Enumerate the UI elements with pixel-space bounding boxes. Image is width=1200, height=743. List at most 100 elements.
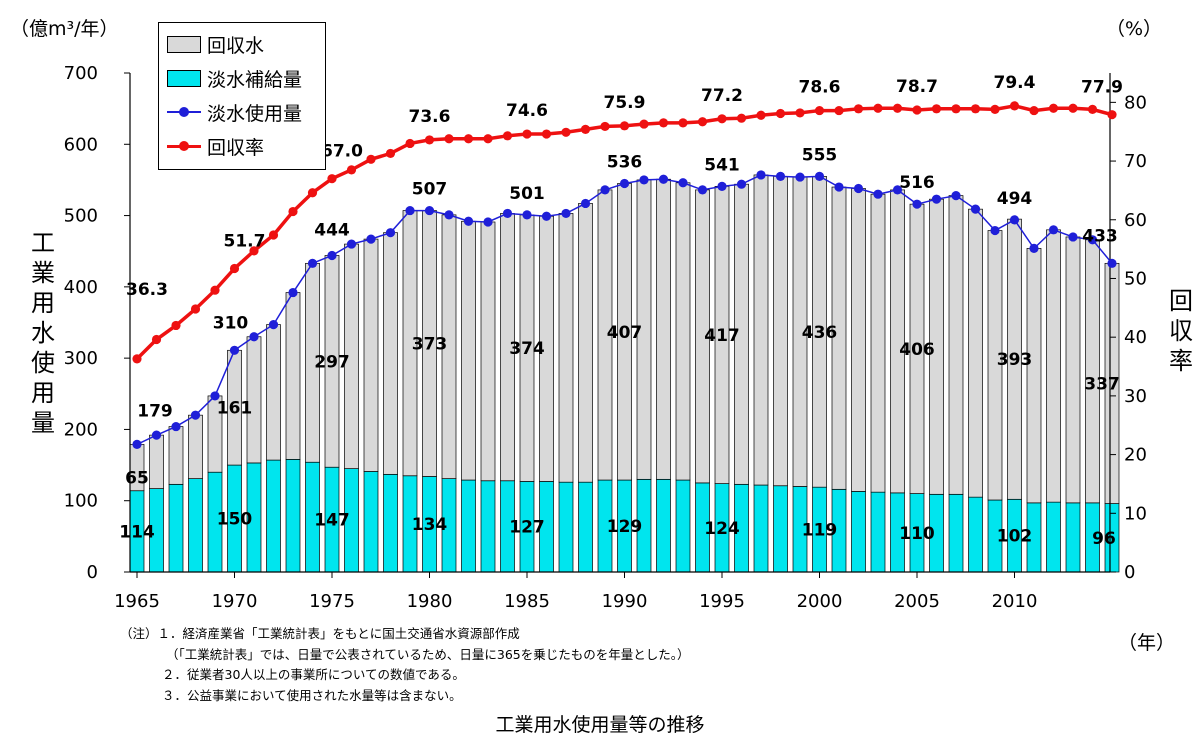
right-tick-label: 30 — [1124, 386, 1147, 407]
rate-point — [795, 108, 805, 118]
rate-value-label: 78.7 — [896, 77, 938, 97]
usage-point — [463, 216, 474, 226]
legend-item-recycle: 回収水 — [167, 29, 264, 59]
usage-point — [775, 171, 786, 181]
rate-point — [1029, 105, 1039, 116]
recycle-value-label: 161 — [217, 399, 253, 419]
usage-point — [327, 250, 337, 261]
rate-point — [619, 121, 630, 131]
usage-point — [1009, 215, 1020, 225]
x-axis-unit: （年） — [1118, 632, 1176, 654]
rate-point — [697, 117, 708, 127]
supply-bar — [168, 483, 184, 573]
usage-point — [307, 258, 318, 268]
rate-point — [736, 113, 747, 123]
left-axis-unit: （億m³/年） — [10, 18, 119, 40]
usage-point — [483, 217, 493, 227]
rate-point — [210, 285, 220, 295]
usage-value-label: 555 — [802, 145, 838, 165]
rate-point — [580, 124, 591, 134]
left-tick-label: 100 — [64, 491, 98, 512]
usage-value-label: 541 — [704, 155, 740, 175]
rate-point — [814, 105, 825, 116]
recycle-value-label: 337 — [1084, 374, 1120, 394]
supply-value-label: 129 — [607, 517, 643, 537]
rate-point — [931, 104, 942, 114]
supply-value-label: 102 — [997, 527, 1033, 547]
usage-value-label: 494 — [997, 189, 1033, 209]
left-tick-label: 500 — [64, 206, 98, 227]
usage-value-label: 536 — [607, 152, 643, 172]
rate-point — [483, 134, 493, 144]
supply-bar — [870, 491, 886, 573]
rate-point — [717, 114, 727, 124]
right-tick-label: 0 — [1124, 562, 1135, 583]
usage-point — [171, 421, 181, 432]
usage-value-label: 179 — [137, 401, 173, 421]
right-tick-label: 40 — [1124, 327, 1147, 348]
supply-bar — [578, 481, 593, 573]
x-tick-label: 1965 — [114, 591, 160, 612]
usage-point — [873, 189, 883, 199]
usage-point — [1029, 243, 1039, 253]
rate-point — [912, 105, 922, 115]
right-tick-label: 70 — [1124, 151, 1147, 172]
bar-group — [129, 174, 1120, 573]
usage-point — [268, 320, 279, 330]
note-line-4: ３．公益事業において使用された水量等は含まない。 — [162, 687, 462, 703]
usage-point — [580, 198, 591, 209]
usage-point — [892, 185, 903, 195]
rate-point — [502, 131, 513, 141]
rate-point — [151, 334, 162, 345]
supply-value-label: 96 — [1092, 529, 1116, 549]
rate-point — [307, 188, 318, 198]
usage-point — [229, 345, 240, 355]
usage-point — [424, 205, 435, 216]
rate-value-label: 67.0 — [321, 142, 363, 162]
usage-point — [795, 172, 805, 182]
rate-value-label: 78.6 — [799, 78, 841, 98]
recycle-bar — [870, 193, 886, 493]
legend-item-supply: 淡水補給量 — [167, 63, 302, 93]
supply-value-label: 124 — [704, 519, 740, 539]
chart-title: 工業用水使用量等の推移 — [495, 714, 705, 736]
usage-value-label: 310 — [213, 313, 249, 333]
rate-value-label: 51.7 — [224, 231, 266, 251]
recycle-bar — [968, 208, 983, 498]
usage-point — [541, 211, 552, 221]
usage-point — [385, 228, 396, 238]
supply-bar — [851, 491, 866, 573]
right-tick-label: 50 — [1124, 268, 1147, 289]
right-axis-unit: （%） — [1106, 18, 1163, 40]
usage-point — [366, 234, 376, 244]
usage-point — [970, 204, 981, 214]
recycle-bar — [480, 221, 496, 482]
left-tick-label: 300 — [64, 348, 98, 369]
x-tick-label: 1990 — [602, 591, 648, 612]
recycle-bar — [558, 213, 574, 483]
legend-item-rate: 回収率 — [167, 131, 264, 161]
recycle-bar — [948, 195, 964, 495]
supply-bar — [363, 471, 379, 573]
legend-label-supply: 淡水補給量 — [207, 68, 303, 91]
usage-value-label: 433 — [1082, 226, 1118, 246]
rate-point — [561, 127, 571, 137]
recycle-bar — [1065, 236, 1081, 504]
rate-point — [951, 104, 961, 114]
usage-point — [210, 391, 220, 401]
rate-point — [600, 121, 610, 132]
supply-bar — [656, 478, 671, 573]
recycle-bar — [168, 426, 184, 485]
recycle-bar — [753, 174, 769, 486]
recycle-value-label: 406 — [899, 340, 935, 360]
usage-point — [814, 171, 825, 181]
usage-value-label: 516 — [899, 173, 935, 193]
rate-point — [639, 119, 649, 129]
supply-bar — [188, 478, 203, 573]
recycle-value-label: 436 — [802, 323, 838, 343]
usage-point — [444, 210, 454, 220]
usage-point — [151, 430, 162, 440]
rate-point — [853, 104, 864, 114]
supply-bar — [948, 493, 964, 573]
rate-point — [775, 108, 786, 119]
